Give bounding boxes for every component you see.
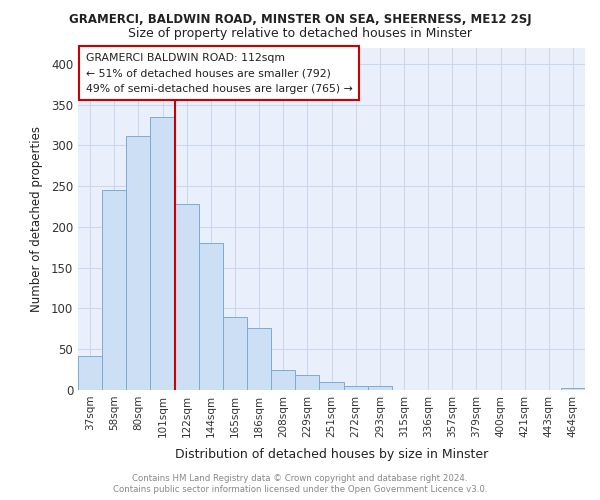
- Bar: [151, 117, 175, 390]
- Bar: [102, 190, 126, 390]
- Text: Contains HM Land Registry data © Crown copyright and database right 2024.
Contai: Contains HM Land Registry data © Crown c…: [113, 474, 487, 494]
- Y-axis label: Number of detached properties: Number of detached properties: [29, 126, 43, 312]
- Bar: [368, 386, 392, 390]
- Bar: [175, 204, 199, 390]
- Bar: [247, 328, 271, 390]
- Bar: [199, 243, 223, 390]
- Bar: [271, 370, 295, 390]
- Bar: [295, 376, 319, 390]
- Bar: [319, 382, 344, 390]
- Text: Size of property relative to detached houses in Minster: Size of property relative to detached ho…: [128, 28, 472, 40]
- X-axis label: Distribution of detached houses by size in Minster: Distribution of detached houses by size …: [175, 448, 488, 461]
- Text: GRAMERCI, BALDWIN ROAD, MINSTER ON SEA, SHEERNESS, ME12 2SJ: GRAMERCI, BALDWIN ROAD, MINSTER ON SEA, …: [68, 12, 532, 26]
- Bar: [561, 388, 585, 390]
- Text: GRAMERCI BALDWIN ROAD: 112sqm
← 51% of detached houses are smaller (792)
49% of : GRAMERCI BALDWIN ROAD: 112sqm ← 51% of d…: [86, 52, 352, 94]
- Bar: [126, 136, 151, 390]
- Bar: [78, 356, 102, 390]
- Bar: [223, 316, 247, 390]
- Bar: [344, 386, 368, 390]
